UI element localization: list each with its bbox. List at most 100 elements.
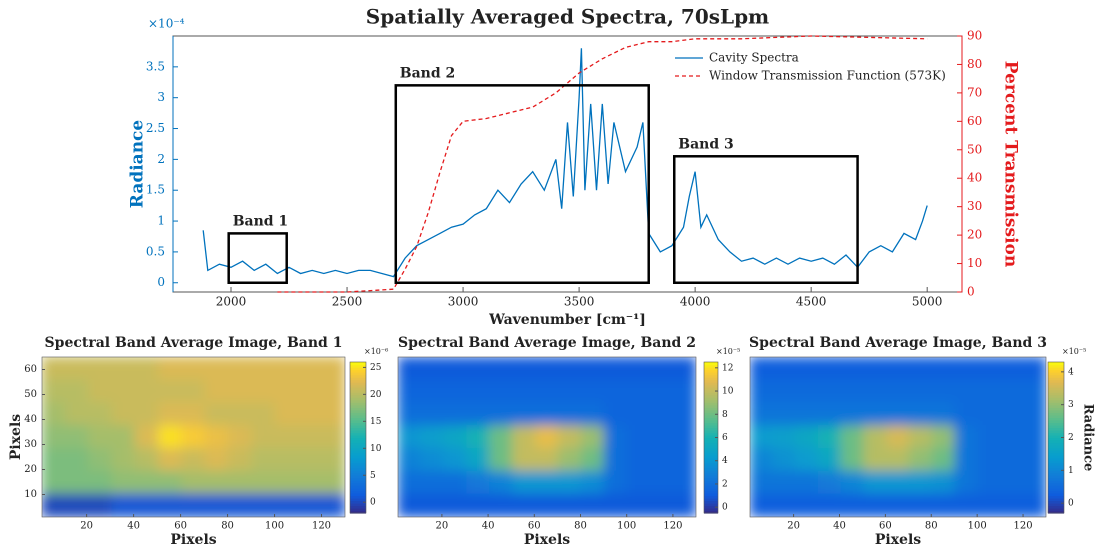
heatmap-cell: [1022, 493, 1046, 517]
heatmap-cell: [672, 425, 696, 449]
heatmap-cell: [251, 379, 276, 404]
colorbar-slice: [350, 482, 366, 486]
colorbar-slice: [350, 427, 366, 431]
heatmap-cell: [297, 379, 323, 404]
heatmap-cell: [672, 447, 696, 472]
colorbar-slice: [704, 419, 718, 423]
heatmap-cell: [64, 379, 90, 404]
colorbar-slice: [704, 422, 718, 426]
x-tick-label: 60: [174, 521, 187, 532]
heatmap-cell: [512, 493, 537, 517]
heatmap-cell: [227, 357, 253, 381]
heatmap-cell: [931, 493, 956, 517]
colorbar-slice: [704, 470, 718, 474]
heatmap-cell: [931, 379, 956, 404]
x-axis-label: Pixels: [170, 532, 216, 548]
y2-tick-label: 50: [967, 142, 982, 156]
heatmap-cell: [977, 493, 1001, 517]
heatmap-cell: [908, 402, 933, 427]
colorbar-slice: [350, 472, 366, 476]
colorbar-slice: [704, 480, 718, 484]
colorbar-slice: [704, 502, 718, 507]
heatmap-cell: [931, 357, 956, 381]
heatmap-cell: [840, 425, 865, 449]
heatmap-cell: [134, 447, 160, 472]
heatmap-cell: [134, 379, 160, 404]
colorbar-slice: [1048, 507, 1064, 512]
colorbar-slice: [350, 402, 366, 406]
heatmap-cell: [42, 379, 66, 404]
colorbar-tick-label: 10: [722, 387, 734, 397]
y-tick-label: 40: [24, 414, 37, 425]
heatmap-cell: [466, 402, 491, 427]
y-tick-label: 30: [24, 439, 37, 450]
x-tick-label: 80: [925, 521, 938, 532]
colorbar-slice: [350, 374, 366, 378]
colorbar-slice: [350, 477, 366, 481]
heatmap-cell: [795, 402, 819, 427]
heatmap-cell: [603, 447, 628, 472]
heatmap-cell: [489, 447, 514, 472]
heatmap-cell: [321, 470, 345, 495]
colorbar-slice: [1048, 472, 1064, 476]
colorbar-slice: [704, 450, 718, 454]
heatmap-cell: [512, 447, 537, 472]
colorbar-slice: [350, 422, 366, 426]
colorbar-slice: [704, 399, 718, 403]
colorbar-slice: [704, 387, 718, 391]
heatmap-cell: [649, 379, 674, 404]
heatmap-cell: [535, 379, 559, 404]
heatmap-cell: [398, 357, 422, 381]
heatmap-cell: [772, 425, 797, 449]
heatmap-cell: [321, 402, 345, 427]
colorbar-slice: [1048, 392, 1064, 396]
heatmap-cell: [443, 379, 468, 404]
colorbar-tick-label: 25: [370, 363, 382, 373]
colorbar-slice: [350, 447, 366, 451]
colorbar-slice: [704, 465, 718, 469]
heatmap-cell: [134, 470, 160, 495]
heatmap-cell: [64, 447, 90, 472]
colorbar-slice: [704, 367, 718, 371]
colorbar-slice: [1048, 500, 1064, 504]
colorbar-slice: [1048, 412, 1064, 416]
colorbar-multiplier: ×10⁻⁶: [364, 347, 388, 356]
colorbar-slice: [1048, 480, 1064, 484]
heatmap-cell: [489, 379, 514, 404]
x-tick-label: 3500: [564, 295, 595, 309]
x-axis-label: Pixels: [524, 532, 570, 548]
colorbar-tick-label: 0: [1068, 499, 1074, 509]
colorbar-slice: [350, 507, 366, 512]
colorbar-slice: [1048, 417, 1064, 421]
y2-tick-label: 80: [967, 57, 982, 71]
colorbar-slice: [1048, 427, 1064, 431]
heatmap-cell: [772, 470, 797, 495]
colorbar-slice: [1048, 364, 1064, 368]
colorbar-slice: [704, 394, 718, 398]
heatmap-cell: [181, 447, 206, 472]
heatmap-cell: [535, 447, 559, 472]
colorbar-slice: [1048, 404, 1064, 408]
x-tick-label: 40: [833, 521, 846, 532]
series-line: [202, 48, 928, 278]
colorbar-slice: [1048, 402, 1064, 406]
heatmap-cell: [840, 357, 865, 381]
colorbar-slice: [704, 452, 718, 456]
colorbar-slice: [704, 482, 718, 486]
heatmap-cell: [227, 379, 253, 404]
colorbar-slice: [704, 485, 718, 489]
heatmap-cell: [443, 493, 468, 517]
heatmap-cell: [886, 470, 910, 495]
colorbar-slice: [350, 414, 366, 418]
heatmap-cell: [977, 379, 1001, 404]
colorbar-slice: [350, 440, 366, 444]
heatmap-cell: [840, 379, 865, 404]
heatmap-cell: [649, 425, 674, 449]
heatmap-cell: [580, 470, 605, 495]
heatmap-cell: [204, 379, 229, 404]
y-tick-label: 1.5: [146, 183, 165, 197]
heatmap-cell: [977, 402, 1001, 427]
colorbar-slice: [1048, 495, 1064, 499]
heatmap-cell: [111, 493, 136, 517]
heatmap-cell: [321, 425, 345, 449]
